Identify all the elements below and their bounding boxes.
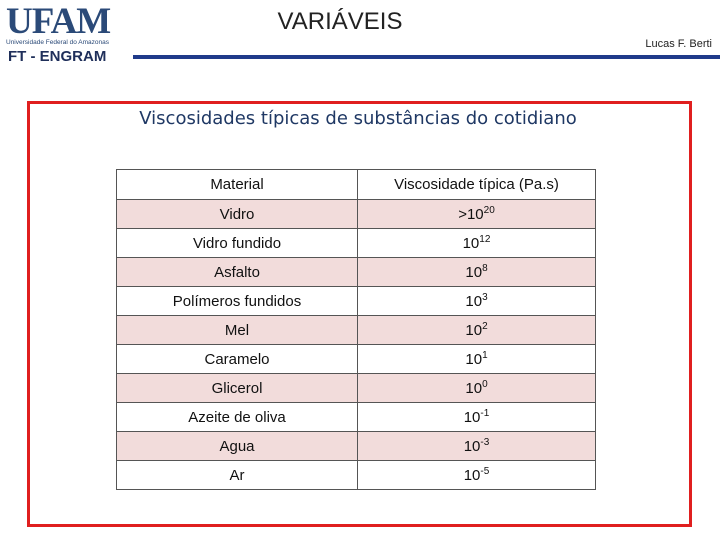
subtitle: Viscosidades típicas de substâncias do c…	[139, 108, 577, 129]
material-cell: Azeite de oliva	[116, 402, 358, 432]
row: Caramelo 101	[116, 344, 596, 374]
material-cell: Vidro fundido	[116, 228, 358, 258]
university: Universidade Federal do Amazonas	[6, 39, 109, 46]
value-base: 10	[462, 235, 480, 252]
unit: FT - ENGRAM	[8, 48, 107, 65]
row: Agua 10-3	[116, 431, 596, 461]
value-exponent: 1	[482, 350, 488, 361]
value-exponent: -3	[480, 437, 490, 448]
value-cell: 100	[357, 373, 596, 403]
value-base: 10	[465, 322, 483, 339]
material-cell: Agua	[116, 431, 358, 461]
table: Material Viscosidade típica (Pa.s) Vidro…	[116, 169, 596, 490]
value-cell: 108	[357, 257, 596, 287]
material-cell: Asfalto	[116, 257, 358, 287]
header-rule	[133, 55, 720, 59]
material-cell: Polímeros fundidos	[116, 286, 358, 316]
row: Ar 10-5	[116, 460, 596, 490]
value-exponent: 3	[482, 292, 488, 303]
column-header: Material	[116, 169, 358, 200]
logo: UFAM	[6, 1, 111, 42]
header-row: Material Viscosidade típica (Pa.s)	[116, 169, 596, 200]
value-cell: 10-5	[357, 460, 596, 490]
row: Mel 102	[116, 315, 596, 345]
material-cell: Mel	[116, 315, 358, 345]
value-base: >10	[458, 206, 484, 223]
row: Glicerol 100	[116, 373, 596, 403]
value-base: 10	[465, 293, 483, 310]
value-exponent: 2	[482, 321, 488, 332]
author: Lucas F. Berti	[645, 38, 712, 50]
frame	[27, 101, 692, 527]
material-cell: Ar	[116, 460, 358, 490]
value-base: 10	[463, 409, 481, 426]
value-exponent: -5	[480, 466, 490, 477]
row: Vidro >1020	[116, 199, 596, 229]
row: Asfalto 108	[116, 257, 596, 287]
value-base: 10	[465, 351, 483, 368]
value-exponent: 12	[479, 234, 491, 245]
value-cell: 10-3	[357, 431, 596, 461]
material-cell: Glicerol	[116, 373, 358, 403]
value-exponent: -1	[480, 408, 490, 419]
value-base: 10	[465, 380, 483, 397]
material-cell: Caramelo	[116, 344, 358, 374]
value-cell: 101	[357, 344, 596, 374]
value-cell: 1012	[357, 228, 596, 258]
slide-title: VARIÁVEIS	[277, 8, 403, 35]
value-exponent: 8	[482, 263, 488, 274]
value-cell: 10-1	[357, 402, 596, 432]
column-header: Viscosidade típica (Pa.s)	[357, 169, 596, 200]
value-base: 10	[465, 264, 483, 281]
value-base: 10	[463, 438, 481, 455]
value-cell: 103	[357, 286, 596, 316]
value-exponent: 20	[483, 205, 495, 216]
row: Azeite de oliva 10-1	[116, 402, 596, 432]
value-exponent: 0	[482, 379, 488, 390]
value-base: 10	[463, 467, 481, 484]
row: Vidro fundido 1012	[116, 228, 596, 258]
material-cell: Vidro	[116, 199, 358, 229]
value-cell: >1020	[357, 199, 596, 229]
row: Polímeros fundidos 103	[116, 286, 596, 316]
table-body: Vidro >1020 Vidro fundido 1012 Asfalto 108 Pol…	[116, 199, 596, 490]
value-cell: 102	[357, 315, 596, 345]
